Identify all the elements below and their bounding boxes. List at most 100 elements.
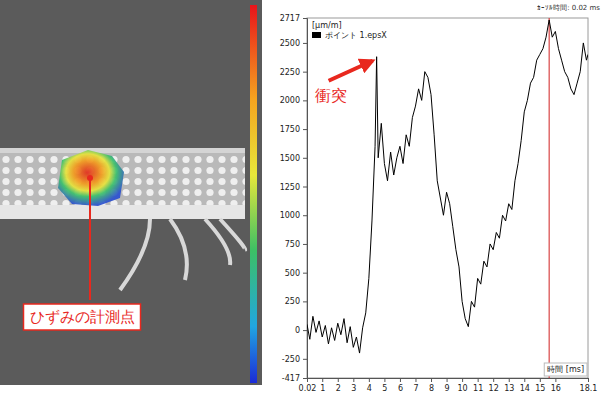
tick-label: 2500 [280, 39, 300, 48]
tick-mark [303, 301, 307, 302]
tick-label: 12 [489, 384, 499, 393]
tick-mark [524, 378, 525, 382]
tick: 18.1 [580, 378, 598, 393]
tick-label: 7 [413, 384, 418, 393]
pointer-dot [87, 175, 93, 181]
color-bar [250, 5, 257, 383]
tick-label: 3 [351, 384, 356, 393]
tick-mark [588, 378, 589, 382]
tick-mark [303, 18, 307, 19]
tick-label: 750 [285, 240, 300, 249]
tick-mark [303, 244, 307, 245]
tick-mark [509, 378, 510, 382]
legend-label: ポイント 1.epsX [325, 31, 387, 40]
tick: 8 [429, 378, 434, 393]
simulation-panel: ひずみの計測点 [0, 0, 262, 385]
tick-label: 6 [398, 384, 403, 393]
chart-texts: [μm/m]ポイント 1.epsX時間 [ms]ｶｰｿﾙ時間: 0.02 ms衝… [312, 4, 600, 376]
tick: 1500 [280, 154, 307, 163]
tick: 14 [520, 378, 530, 393]
annotation-arrow [329, 61, 373, 81]
axis-line [308, 379, 589, 383]
tick-mark [303, 378, 307, 379]
tick: 13 [504, 378, 514, 393]
tick-label: 9 [445, 384, 450, 393]
tick: 2717 [280, 14, 307, 23]
photo-label: ひずみの計測点 [30, 308, 135, 326]
tick-label: 13 [504, 384, 514, 393]
annotation: 衝突 [315, 86, 347, 105]
tick: 11 [473, 378, 483, 393]
tick: 6 [398, 378, 403, 393]
tick-label: 2 [336, 384, 341, 393]
legend: ポイント 1.epsX [312, 31, 387, 40]
tick: 2500 [280, 39, 307, 48]
tick-label: 8 [429, 384, 434, 393]
tick: 1750 [280, 125, 307, 134]
tick-mark [303, 330, 307, 331]
tick: 750 [285, 240, 307, 249]
plot-frame [307, 18, 588, 378]
tick-label: 2250 [280, 68, 300, 77]
tick-label: 1000 [280, 211, 300, 220]
tick-mark [303, 129, 307, 130]
support-leg [220, 219, 245, 250]
tick-mark [400, 378, 401, 382]
x-axis-title-bg [544, 363, 587, 376]
data-line [307, 20, 588, 353]
tick: 3 [351, 378, 356, 393]
tick-mark [353, 378, 354, 382]
tick: 10 [458, 378, 468, 393]
tick-label: 0.02 [299, 384, 317, 393]
tick-mark [415, 378, 416, 382]
support-leg [170, 219, 187, 280]
tick-mark [303, 187, 307, 188]
tick-label: 1750 [280, 125, 300, 134]
tick-label: 2717 [280, 14, 300, 23]
tick: 250 [285, 297, 307, 306]
tick-label: 1500 [280, 154, 300, 163]
chart-background [268, 0, 606, 398]
tick-label: 10 [458, 384, 468, 393]
tick-mark [447, 378, 448, 382]
tick-mark [322, 378, 323, 382]
tick-label: 18.1 [580, 384, 598, 393]
beam-top [0, 148, 245, 153]
tick: 4 [367, 378, 372, 393]
tick: 16 [551, 378, 561, 393]
beam-flange [0, 205, 245, 219]
tick-label: 16 [551, 384, 561, 393]
tick: 7 [413, 378, 418, 393]
tick-mark [338, 378, 339, 382]
tick-mark [303, 215, 307, 216]
tick-mark [462, 378, 463, 382]
tick-label: 14 [520, 384, 530, 393]
tick: 2250 [280, 68, 307, 77]
tick: -250 [282, 355, 307, 364]
x-axis: 0.021234567891011121314151618.1 [299, 378, 598, 393]
tick-mark [384, 378, 385, 382]
tick: 500 [285, 269, 307, 278]
tick-label: -417 [282, 374, 300, 383]
tick-mark [303, 359, 307, 360]
tick-mark [540, 378, 541, 382]
tick: 0.02 [299, 378, 317, 393]
tick-label: 250 [285, 297, 300, 306]
figure: ひずみの計測点0.021234567891011121314151618.1-4… [0, 0, 606, 398]
tick-label: 1250 [280, 183, 300, 192]
tick: 15 [535, 378, 545, 393]
photo-label-box [24, 304, 141, 330]
tick-mark [303, 100, 307, 101]
tick: 12 [489, 378, 499, 393]
tick-mark [303, 72, 307, 73]
photo-background [0, 0, 262, 385]
y-axis: -417-25002505007501000125015001750200022… [280, 14, 308, 383]
tick-mark [431, 378, 432, 382]
cursor-text: ｶｰｿﾙ時間: 0.02 ms [537, 4, 600, 12]
tick-mark [369, 378, 370, 382]
tick-mark [303, 273, 307, 274]
cursor-line [549, 18, 550, 378]
tick-mark [555, 378, 556, 382]
tick: -417 [282, 374, 307, 383]
tick-label: 4 [367, 384, 372, 393]
